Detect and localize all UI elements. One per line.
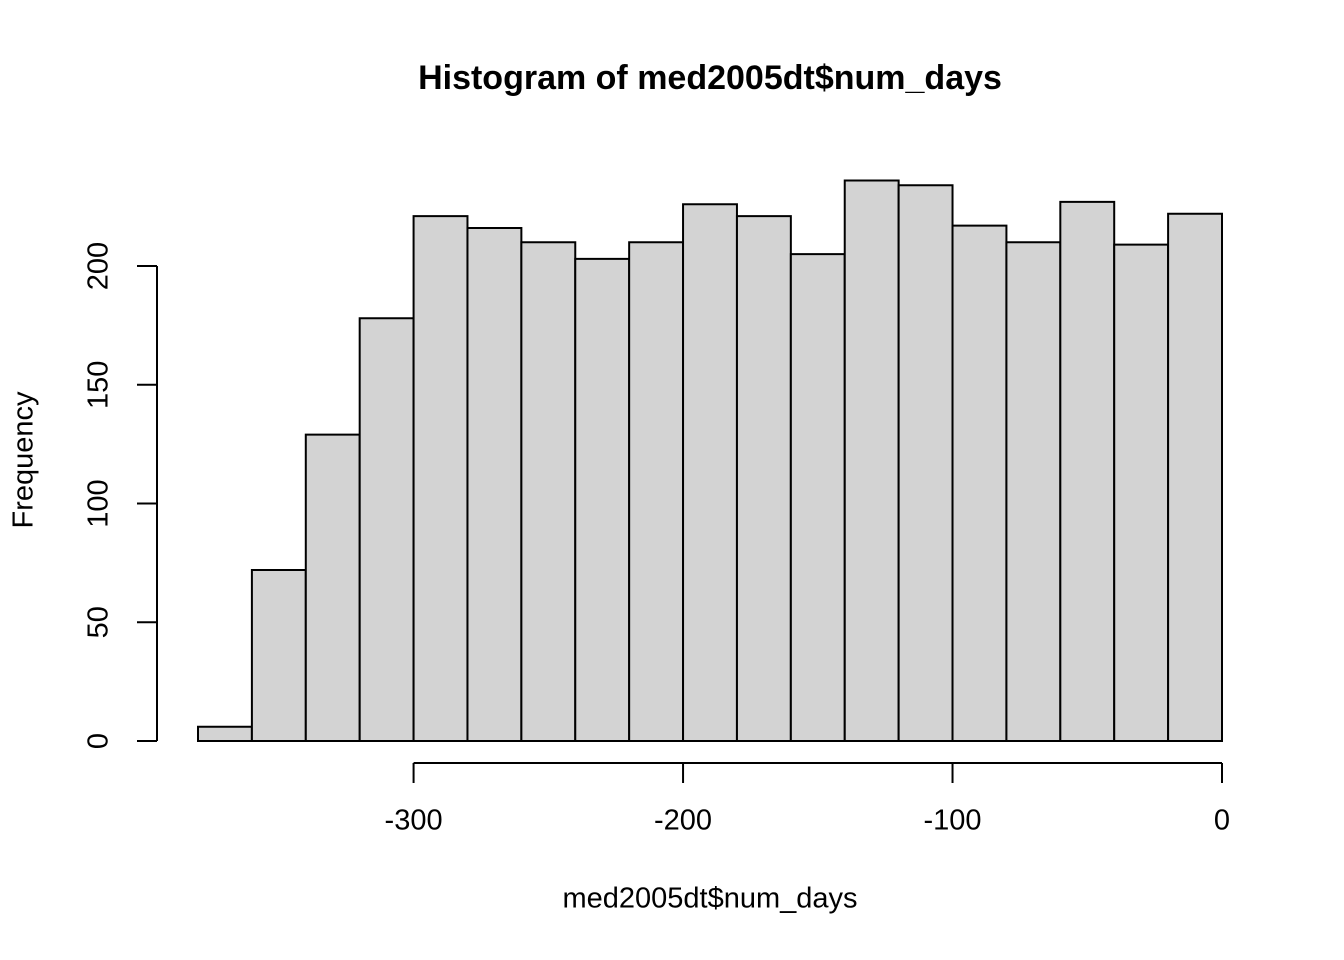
bar [197, 725, 253, 742]
bar [466, 227, 523, 742]
bar [1113, 243, 1170, 742]
bar [682, 203, 738, 742]
bar [304, 433, 361, 742]
bar [520, 241, 577, 742]
x-axis-label: med2005dt$num_days [562, 883, 857, 915]
y-tick-label: 0 [83, 733, 115, 749]
bar [1005, 241, 1062, 742]
bar [951, 224, 1008, 742]
bar [1167, 212, 1223, 742]
bar [412, 215, 469, 742]
x-tick-label: -200 [654, 805, 712, 837]
bar [843, 179, 900, 742]
chart-title: Histogram of med2005dt$num_days [418, 59, 1002, 97]
y-tick-label: 50 [83, 606, 115, 638]
y-axis-label: Frequency [8, 391, 40, 529]
x-tick-label: 0 [1214, 805, 1230, 837]
y-tick-label: 150 [83, 361, 115, 409]
bar [628, 241, 685, 742]
bar [574, 257, 631, 742]
bar [1059, 200, 1116, 742]
bar [897, 184, 954, 742]
bar [735, 215, 792, 742]
bar [358, 317, 415, 742]
bar [789, 253, 846, 742]
bar [250, 569, 307, 742]
y-tick-label: 100 [83, 479, 115, 527]
y-tick-label: 200 [83, 242, 115, 290]
x-tick-label: -300 [385, 805, 443, 837]
x-tick-label: -100 [924, 805, 982, 837]
